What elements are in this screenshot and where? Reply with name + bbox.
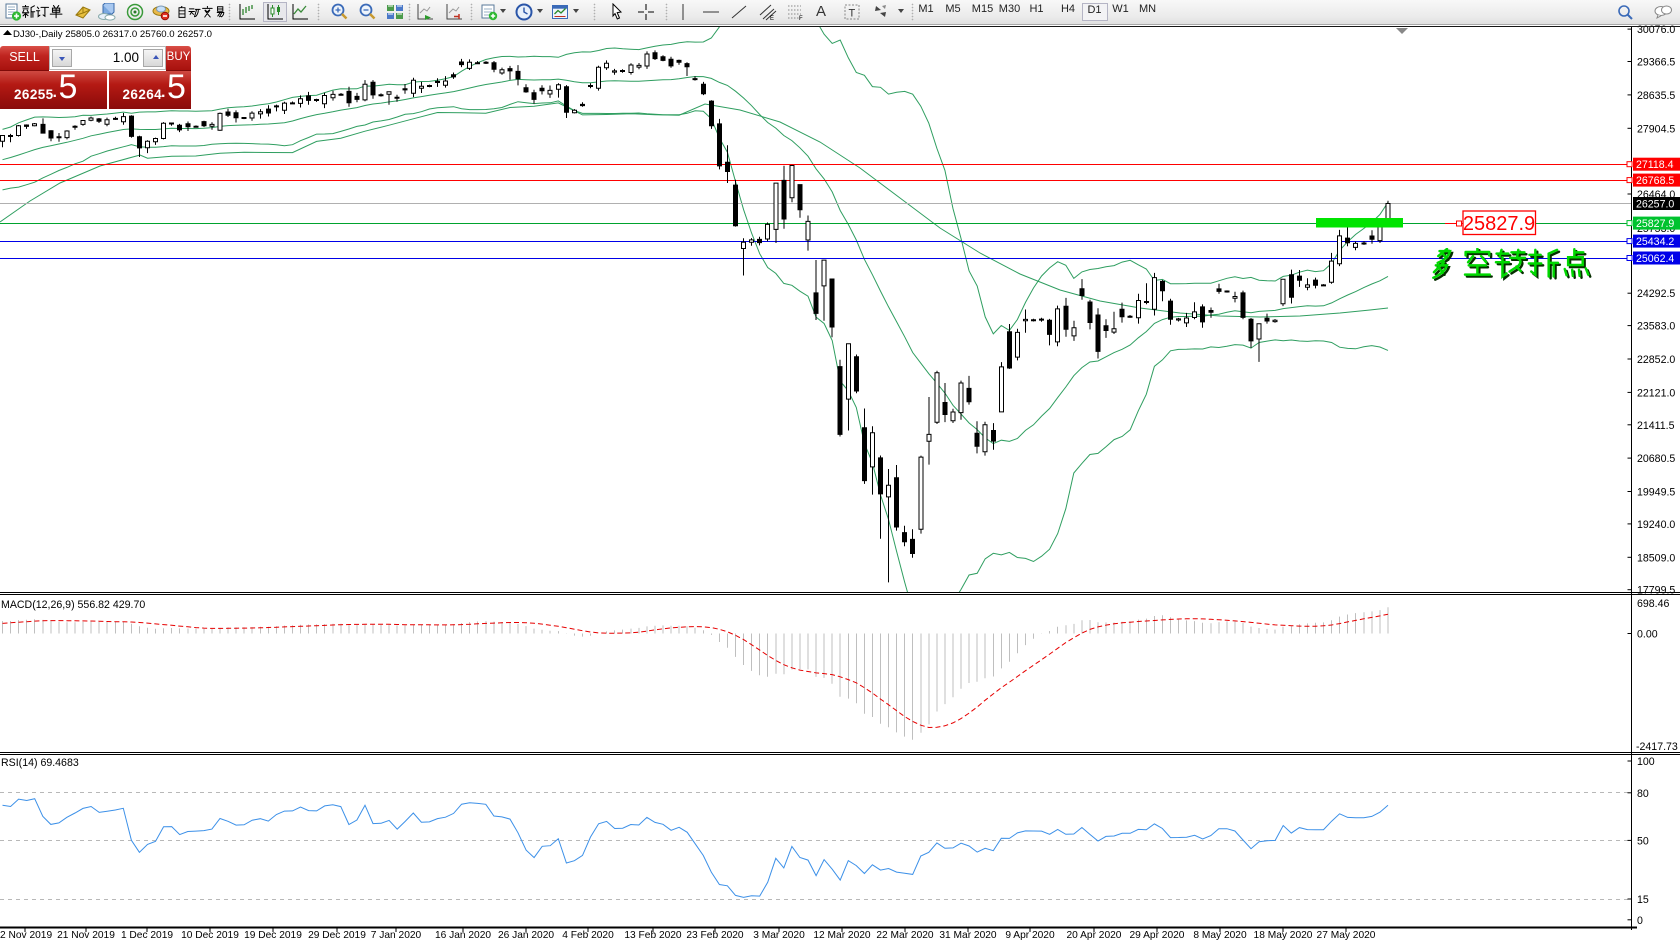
svg-text:27904.5: 27904.5 <box>1637 123 1675 135</box>
svg-text:29 Apr 2020: 29 Apr 2020 <box>1130 930 1185 940</box>
svg-text:8 May 2020: 8 May 2020 <box>1193 930 1247 940</box>
svg-text:25062.4: 25062.4 <box>1636 253 1674 265</box>
svg-text:25827.9: 25827.9 <box>1463 213 1535 235</box>
svg-text:18 May 2020: 18 May 2020 <box>1254 930 1313 940</box>
svg-text:80: 80 <box>1637 788 1649 800</box>
svg-text:4 Feb 2020: 4 Feb 2020 <box>562 930 614 940</box>
svg-text:10 Dec 2019: 10 Dec 2019 <box>181 930 239 940</box>
svg-text:19 Dec 2019: 19 Dec 2019 <box>244 930 302 940</box>
svg-text:0.00: 0.00 <box>1637 629 1658 641</box>
svg-text:17799.5: 17799.5 <box>1637 585 1675 597</box>
svg-text:21411.5: 21411.5 <box>1637 420 1675 432</box>
svg-text:26257.0: 26257.0 <box>1636 199 1674 211</box>
svg-text:27 May 2020: 27 May 2020 <box>1317 930 1376 940</box>
svg-text:23 Feb 2020: 23 Feb 2020 <box>686 930 744 940</box>
svg-text:28635.5: 28635.5 <box>1637 90 1675 102</box>
svg-text:13 Feb 2020: 13 Feb 2020 <box>624 930 682 940</box>
svg-text:24292.5: 24292.5 <box>1637 288 1675 300</box>
svg-text:21 Nov 2019: 21 Nov 2019 <box>57 930 115 940</box>
svg-text:20680.5: 20680.5 <box>1637 453 1675 465</box>
svg-text:15: 15 <box>1637 894 1649 906</box>
svg-text:MACD(12,26,9) 556.82 429.70: MACD(12,26,9) 556.82 429.70 <box>1 599 145 611</box>
svg-text:0: 0 <box>1637 915 1643 927</box>
svg-text:22121.0: 22121.0 <box>1637 387 1675 399</box>
svg-text:31 Mar 2020: 31 Mar 2020 <box>939 930 997 940</box>
svg-text:7 Jan 2020: 7 Jan 2020 <box>371 930 422 940</box>
svg-text:F: F <box>799 16 803 21</box>
svg-text:-2417.73: -2417.73 <box>1636 741 1678 753</box>
svg-text:E: E <box>770 16 774 21</box>
svg-text:16 Jan 2020: 16 Jan 2020 <box>435 930 491 940</box>
svg-text:25434.2: 25434.2 <box>1636 236 1674 248</box>
svg-text:27118.4: 27118.4 <box>1636 159 1674 171</box>
svg-text:25827.9: 25827.9 <box>1636 218 1674 230</box>
svg-text:50: 50 <box>1637 835 1649 847</box>
svg-text:9 Apr 2020: 9 Apr 2020 <box>1005 930 1055 940</box>
svg-text:12 Mar 2020: 12 Mar 2020 <box>813 930 871 940</box>
svg-text:19949.5: 19949.5 <box>1637 487 1675 499</box>
svg-text:3 Mar 2020: 3 Mar 2020 <box>753 930 805 940</box>
svg-text:19240.0: 19240.0 <box>1637 519 1675 531</box>
svg-text:29366.5: 29366.5 <box>1637 57 1675 69</box>
svg-text:26768.5: 26768.5 <box>1636 175 1674 187</box>
svg-text:T: T <box>849 8 856 20</box>
svg-text:2 Nov 2019: 2 Nov 2019 <box>0 930 52 940</box>
svg-text:20 Apr 2020: 20 Apr 2020 <box>1067 930 1122 940</box>
svg-text:DJ30-,Daily 25805.0 26317.0 2: DJ30-,Daily 25805.0 26317.0 25760.0 2625… <box>13 29 212 40</box>
svg-text:29 Dec 2019: 29 Dec 2019 <box>308 930 366 940</box>
svg-text:26 Jan 2020: 26 Jan 2020 <box>498 930 554 940</box>
svg-text:22 Mar 2020: 22 Mar 2020 <box>876 930 934 940</box>
svg-text:18509.0: 18509.0 <box>1637 552 1675 564</box>
svg-text:22852.0: 22852.0 <box>1637 354 1675 366</box>
svg-text:100: 100 <box>1637 756 1655 768</box>
svg-text:RSI(14) 69.4683: RSI(14) 69.4683 <box>1 757 79 769</box>
svg-text:23583.0: 23583.0 <box>1637 321 1675 333</box>
svg-text:1 Dec 2019: 1 Dec 2019 <box>121 930 173 940</box>
svg-text:698.46: 698.46 <box>1637 598 1670 610</box>
